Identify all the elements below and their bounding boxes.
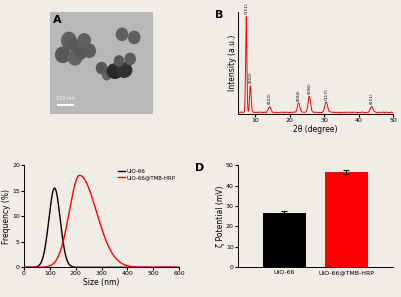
UiO-66	[93, 266, 98, 269]
Text: D: D	[194, 163, 204, 173]
Ellipse shape	[116, 63, 132, 77]
Legend: UiO-66, UiO-66@TMB-HRP: UiO-66, UiO-66@TMB-HRP	[117, 168, 176, 181]
Ellipse shape	[116, 28, 128, 40]
Ellipse shape	[67, 38, 79, 51]
Bar	[325, 172, 368, 267]
Text: B: B	[215, 10, 223, 20]
UiO-66	[22, 266, 26, 269]
UiO-66@TMB-HRP	[77, 173, 82, 177]
UiO-66@TMB-HRP	[172, 266, 177, 269]
UiO-66@TMB-HRP	[97, 220, 102, 224]
Ellipse shape	[125, 53, 135, 64]
Text: (117): (117)	[324, 88, 328, 100]
UiO-66	[172, 266, 177, 269]
Ellipse shape	[68, 51, 82, 65]
Ellipse shape	[114, 56, 124, 66]
Bar	[263, 213, 306, 267]
UiO-66@TMB-HRP	[177, 266, 182, 269]
Ellipse shape	[75, 47, 87, 59]
UiO-66	[52, 186, 57, 190]
UiO-66	[97, 266, 102, 269]
Text: (002): (002)	[248, 72, 252, 83]
Text: (006): (006)	[307, 82, 311, 94]
Y-axis label: Intensity (a.u.): Intensity (a.u.)	[228, 35, 237, 91]
Ellipse shape	[62, 32, 76, 49]
X-axis label: 2θ (degree): 2θ (degree)	[293, 125, 338, 134]
Ellipse shape	[83, 44, 95, 57]
UiO-66	[172, 266, 177, 269]
UiO-66@TMB-HRP	[144, 266, 149, 269]
Ellipse shape	[97, 62, 107, 74]
UiO-66	[30, 266, 34, 269]
Y-axis label: ζ Potential (mV): ζ Potential (mV)	[216, 185, 225, 247]
UiO-66	[177, 266, 182, 269]
UiO-66@TMB-HRP	[22, 266, 26, 269]
Text: A: A	[53, 15, 61, 25]
Ellipse shape	[107, 64, 123, 78]
Ellipse shape	[78, 34, 90, 47]
Line: UiO-66@TMB-HRP: UiO-66@TMB-HRP	[24, 175, 179, 267]
UiO-66	[144, 266, 149, 269]
X-axis label: Size (nm): Size (nm)	[83, 278, 120, 287]
Y-axis label: Frequency (%): Frequency (%)	[2, 189, 11, 244]
Ellipse shape	[103, 71, 111, 80]
Text: (022): (022)	[267, 93, 271, 105]
Ellipse shape	[56, 47, 70, 62]
Text: (004): (004)	[297, 89, 301, 101]
UiO-66@TMB-HRP	[30, 266, 34, 269]
UiO-66@TMB-HRP	[172, 266, 177, 269]
Text: 100 nm: 100 nm	[56, 96, 75, 101]
Line: UiO-66: UiO-66	[24, 188, 179, 267]
Text: (011): (011)	[370, 93, 374, 105]
Ellipse shape	[129, 31, 140, 44]
UiO-66@TMB-HRP	[93, 206, 98, 210]
Text: (111): (111)	[244, 2, 248, 14]
